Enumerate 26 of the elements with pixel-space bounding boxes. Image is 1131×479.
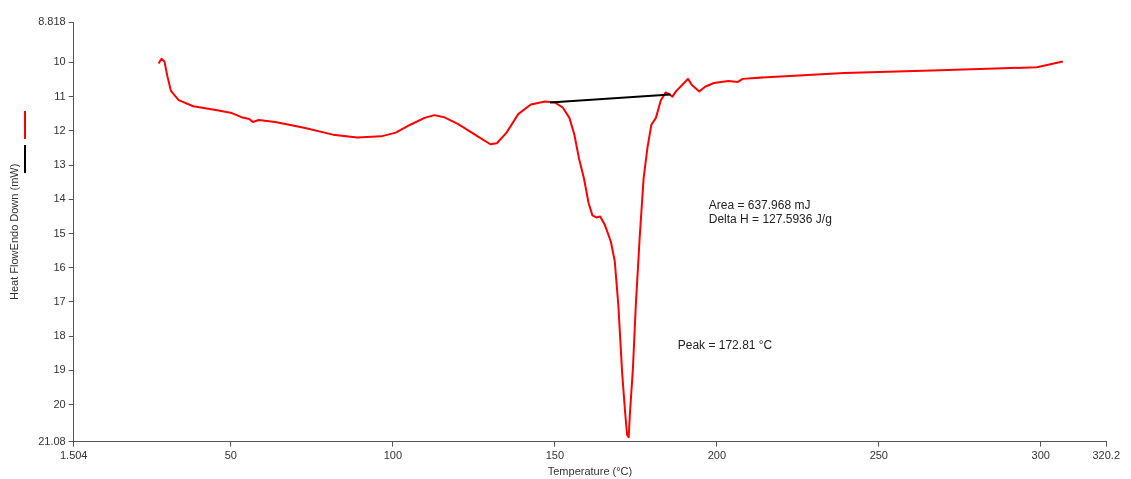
y-tick-label: 18 [53, 329, 66, 342]
y-tick-label: 20 [53, 397, 66, 410]
annotation: Delta H = 127.5936 J/g [708, 212, 832, 227]
x-tick-label: 150 [545, 449, 564, 462]
x-tick-label: 100 [383, 449, 403, 462]
y-tick-label: 15 [53, 226, 66, 239]
y-axis-title: Heat FlowEndo Down (mW) [7, 163, 20, 300]
y-tick-label: 17 [53, 295, 66, 308]
y-tick-label: 19 [53, 363, 66, 376]
y-tick-label: 13 [53, 158, 66, 171]
x-tick-label: 250 [869, 449, 888, 462]
x-tick-label: 50 [224, 449, 237, 462]
y-tick-label: 16 [53, 260, 66, 273]
x-tick-label: 200 [707, 449, 726, 462]
y-tick-label: 10 [53, 55, 66, 68]
y-tick-label: 12 [53, 123, 66, 136]
annotation: Area = 637.968 mJ [708, 197, 811, 212]
annotation: Peak = 172.81 °C [677, 338, 773, 353]
y-tick-label: 11 [54, 89, 66, 102]
y-tick-label: 8.818 [38, 15, 66, 28]
x-axis-title: Temperature (°C) [547, 465, 633, 478]
x-tick-label: 300 [1031, 449, 1050, 462]
x-tick-label: 320.2 [1092, 449, 1120, 462]
y-tick-label: 21.08 [38, 434, 66, 447]
x-tick-label: 1.504 [59, 449, 88, 462]
y-tick-label: 14 [53, 192, 66, 205]
